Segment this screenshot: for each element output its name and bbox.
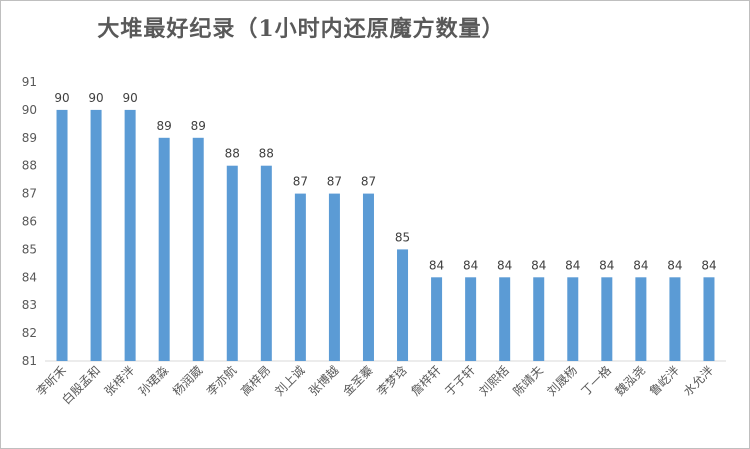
y-tick-label: 81 (22, 354, 37, 368)
bar (567, 277, 579, 361)
data-label: 88 (259, 147, 274, 161)
data-label: 84 (531, 258, 546, 272)
x-tick-label: 金圣蓁 (340, 363, 376, 399)
data-label: 90 (122, 91, 137, 105)
x-tick-label: 詹梓轩 (408, 363, 444, 399)
data-label: 84 (667, 258, 682, 272)
data-label: 84 (599, 258, 614, 272)
bar (499, 277, 511, 361)
bar (669, 277, 681, 361)
bar (158, 137, 170, 361)
y-tick-label: 86 (22, 215, 37, 229)
y-tick-label: 88 (22, 159, 37, 173)
bar (533, 277, 545, 361)
bar (703, 277, 715, 361)
x-tick-label: 孙珺淼 (135, 363, 171, 399)
data-label: 84 (633, 258, 648, 272)
data-label: 88 (225, 147, 240, 161)
data-label: 84 (429, 258, 444, 272)
bar (192, 137, 204, 361)
bar (601, 277, 613, 361)
x-tick-label: 杨润葳 (169, 363, 205, 399)
x-tick-label: 陈靖夫 (510, 363, 546, 399)
bar (328, 193, 340, 361)
data-label: 89 (157, 119, 172, 133)
x-tick-label: 张博越 (305, 363, 341, 399)
bar (635, 277, 647, 361)
bar (431, 277, 443, 361)
data-label: 90 (54, 91, 69, 105)
x-tick-label: 李梦琀 (374, 363, 410, 399)
data-label: 89 (191, 119, 206, 133)
data-label: 90 (88, 91, 103, 105)
data-label: 87 (361, 175, 376, 189)
x-tick-label: 鲁屹泮 (647, 363, 682, 398)
bar (124, 109, 136, 362)
y-tick-label: 91 (22, 75, 37, 89)
bar (56, 109, 68, 362)
x-tick-label: 魏泓尧 (612, 363, 648, 399)
y-tick-label: 84 (22, 270, 37, 284)
data-label: 84 (701, 258, 716, 272)
x-tick-label: 白殷孟和 (59, 363, 104, 408)
y-tick-label: 87 (22, 187, 37, 201)
y-tick-label: 82 (22, 326, 37, 340)
bar (294, 193, 306, 361)
x-tick-label: 于子轩 (442, 363, 477, 398)
data-label: 84 (565, 258, 580, 272)
bar (362, 193, 374, 361)
x-tick-label: 丁一格 (578, 363, 614, 399)
data-label: 84 (497, 258, 512, 272)
bar (226, 165, 238, 361)
x-tick-label: 刘晟杨 (544, 363, 580, 399)
bar (260, 165, 272, 361)
y-tick-label: 85 (22, 242, 37, 256)
x-tick-label: 高梓昂 (237, 363, 273, 399)
bar (465, 277, 477, 361)
x-tick-label: 水允泮 (680, 363, 716, 399)
y-tick-label: 90 (22, 103, 37, 117)
y-tick-label: 83 (22, 298, 37, 312)
x-tick-label: 刘熙栝 (476, 363, 512, 399)
data-label: 84 (463, 258, 478, 272)
x-tick-label: 张梓泮 (101, 363, 137, 399)
x-tick-label: 刘上诚 (272, 363, 307, 398)
x-tick-label: 李亦航 (203, 363, 239, 399)
y-tick-label: 89 (22, 131, 37, 145)
bar (397, 249, 409, 361)
chart-title: 大堆最好纪录（1小时内还原魔方数量） (97, 16, 505, 42)
data-label: 87 (293, 175, 308, 189)
data-label: 85 (395, 230, 410, 244)
data-label: 87 (327, 175, 342, 189)
bar (90, 109, 102, 362)
